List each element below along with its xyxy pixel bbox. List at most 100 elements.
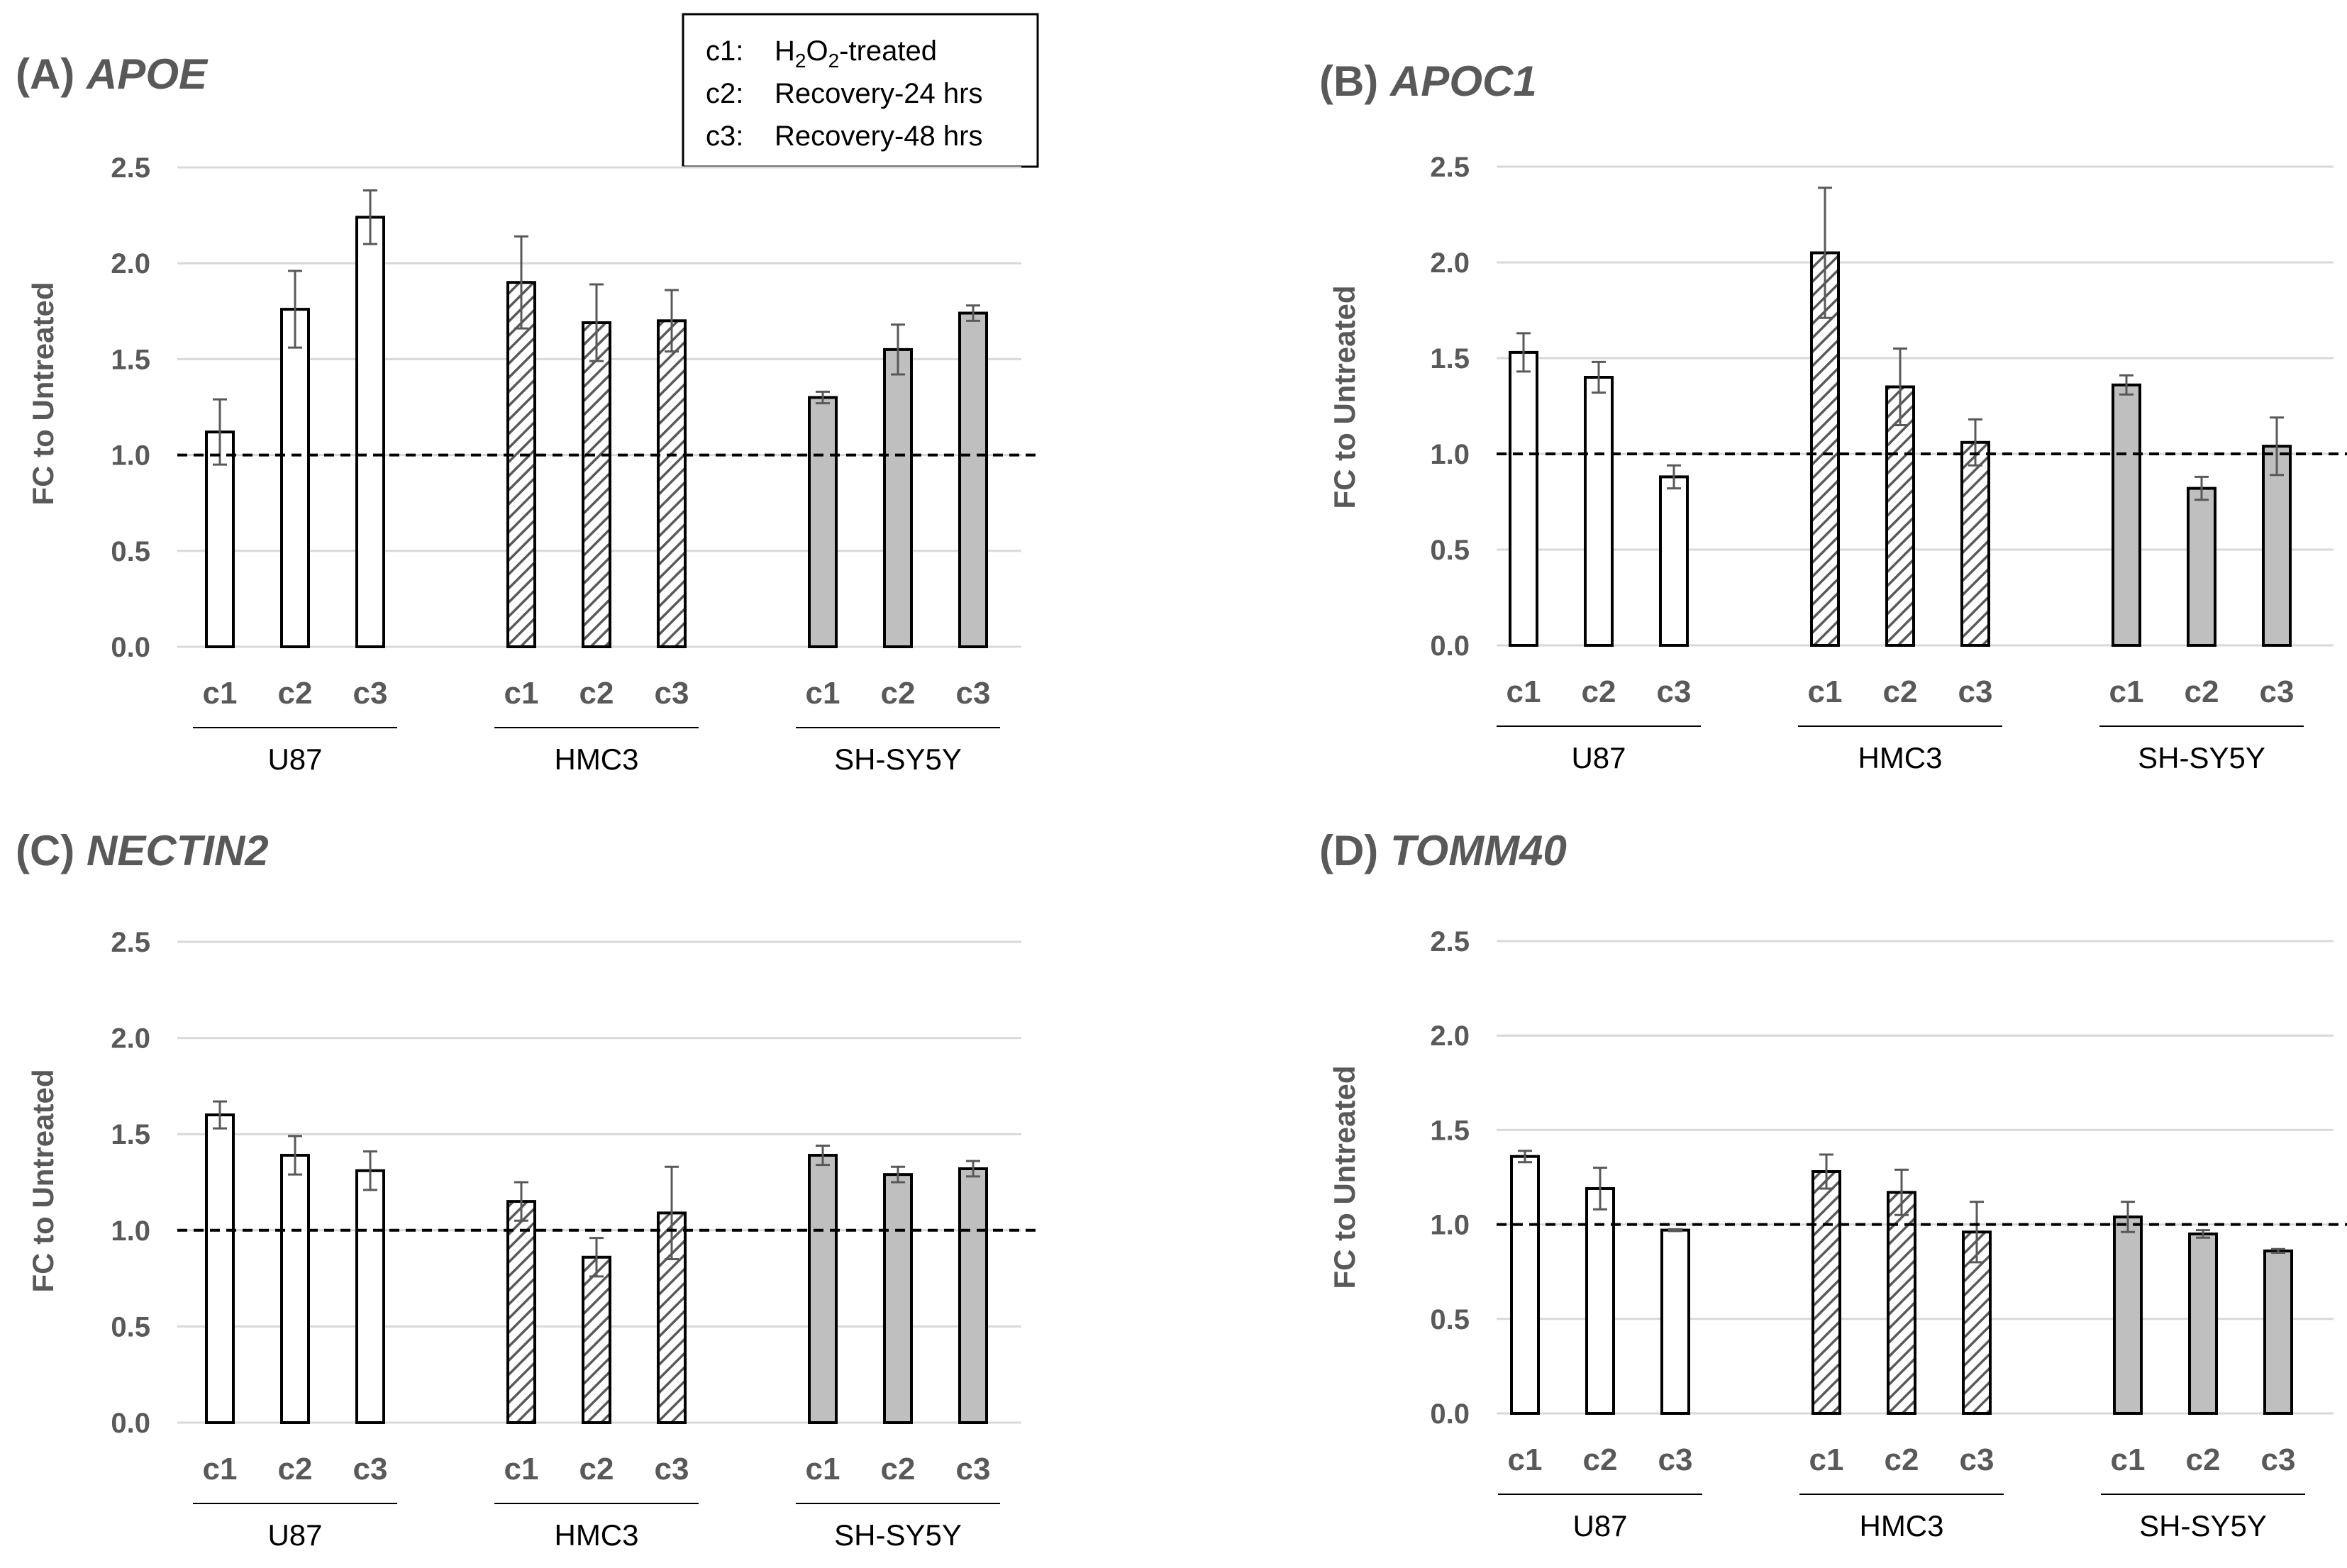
bar-hmc3-c3: [657, 319, 687, 648]
gene-name: NECTIN2: [87, 827, 269, 874]
x-category-label: c3: [956, 676, 991, 711]
y-tick-label: 2.5: [1430, 152, 1470, 183]
bar-u87-c3: [1660, 1228, 1690, 1416]
group-label: HMC3: [554, 743, 638, 776]
bar-u87-c1: [1509, 350, 1538, 647]
x-category-label: c2: [2185, 674, 2219, 709]
y-tick-label: 0.0: [1430, 630, 1470, 662]
x-category-label: c1: [2111, 1442, 2146, 1477]
x-category-label: c1: [2109, 674, 2144, 709]
x-category-label: c2: [1582, 674, 1616, 709]
x-category-label: c1: [1809, 1442, 1844, 1477]
group-label: U87: [267, 1518, 322, 1552]
bar-sh-sy5y-c3: [2262, 445, 2292, 647]
legend-box: [682, 13, 1039, 168]
x-category-label: c1: [504, 676, 539, 711]
bar-u87-c2: [280, 1154, 310, 1424]
bar-hmc3-c3: [1960, 440, 1990, 647]
panel-tomm40: (D) TOMM40 0.0 0.5 1.0 1.5 2.0 2.5 FC to Untrea…: [1319, 827, 2347, 1542]
y-tick-label: 0.0: [111, 632, 150, 663]
y-axis-label: FC to Untreated: [26, 1069, 60, 1293]
bar-sh-sy5y-c2: [2187, 486, 2216, 647]
y-tick-label: 0.5: [1430, 535, 1470, 566]
x-category-label: c2: [1883, 674, 1918, 709]
legend-code-c1: c1:: [706, 35, 743, 67]
chart-panels: (A) APOE 0.0 0.5 1.0 1.5 2.0 2.5 FC to Untreate…: [16, 50, 2347, 1552]
x-category-label: c2: [278, 1452, 313, 1486]
panel-title: (D) TOMM40: [1319, 827, 1567, 874]
bar-u87-c2: [280, 308, 310, 648]
y-tick-label: 1.5: [111, 344, 150, 375]
gene-name: APOE: [85, 50, 209, 98]
x-category-label: c2: [579, 1452, 614, 1486]
bar-sh-sy5y-c3: [2263, 1249, 2293, 1415]
bar-sh-sy5y-c1: [2112, 383, 2141, 647]
x-category-label: c3: [1658, 1442, 1693, 1477]
x-category-label: c2: [881, 676, 916, 711]
bar-sh-sy5y-c1: [2113, 1215, 2143, 1415]
bar-hmc3-c1: [506, 1200, 536, 1424]
y-tick-label: 0.5: [1430, 1304, 1470, 1335]
y-tick-label: 2.0: [111, 1023, 150, 1055]
y-axis-label: FC to Untreated: [26, 282, 60, 506]
group-label: SH-SY5Y: [834, 1518, 962, 1552]
y-tick-label: 1.5: [1430, 343, 1470, 374]
x-category-label: c3: [353, 1452, 388, 1486]
x-category-label: c1: [806, 676, 840, 711]
x-category-label: c3: [655, 1452, 689, 1486]
group-label: HMC3: [1859, 1509, 1943, 1542]
panel-apoc1: (B) APOC1 0.0 0.5 1.0 1.5 2.0 2.5 FC to Untreat…: [1319, 57, 2347, 774]
x-category-label: c3: [956, 1452, 991, 1486]
panel-apoe: (A) APOE 0.0 0.5 1.0 1.5 2.0 2.5 FC to Untreate…: [16, 50, 1037, 776]
panel-letter: (D): [1319, 827, 1390, 874]
bar-sh-sy5y-c3: [958, 311, 988, 648]
legend-label-c2: Recovery-24 hrs: [775, 78, 982, 109]
legend-code-c3: c3:: [706, 121, 743, 152]
bar-sh-sy5y-c2: [883, 347, 913, 648]
group-label: SH-SY5Y: [834, 743, 962, 776]
x-category-label: c1: [1507, 674, 1541, 709]
legend-label-c3: Recovery-48 hrs: [775, 121, 982, 152]
x-category-label: c3: [1657, 674, 1692, 709]
bar-u87-c2: [1585, 1186, 1615, 1415]
x-category-label: c1: [1508, 1442, 1543, 1477]
panel-title: (B) APOC1: [1319, 57, 1537, 105]
bar-hmc3-c2: [1887, 1191, 1916, 1415]
bar-sh-sy5y-c1: [808, 1154, 838, 1424]
x-category-label: c3: [2260, 674, 2295, 709]
legend-label-c1: H2O2-treated: [775, 35, 937, 72]
panel-letter: (B): [1319, 57, 1390, 105]
y-tick-label: 2.5: [111, 152, 150, 184]
x-category-label: c2: [881, 1452, 916, 1486]
bar-sh-sy5y-c2: [883, 1173, 913, 1424]
bar-sh-sy5y-c3: [958, 1167, 988, 1424]
x-category-label: c2: [1885, 1442, 1919, 1477]
y-tick-label: 0.0: [1430, 1399, 1470, 1430]
y-tick-label: 1.5: [1430, 1115, 1470, 1146]
x-category-label: c3: [2261, 1442, 2296, 1477]
y-tick-label: 2.5: [111, 927, 150, 958]
x-category-label: c2: [1583, 1442, 1618, 1477]
x-category-label: c3: [1960, 1442, 1994, 1477]
x-category-label: c2: [2186, 1442, 2221, 1477]
group-label: HMC3: [1858, 741, 1942, 774]
y-axis-label: FC to Untreated: [1328, 286, 1361, 509]
bar-hmc3-c1: [506, 281, 536, 648]
x-category-label: c1: [504, 1452, 539, 1486]
x-category-label: c1: [203, 676, 238, 711]
x-category-label: c1: [203, 1452, 238, 1486]
legend-code-c2: c2:: [706, 78, 743, 109]
bar-u87-c1: [205, 1113, 235, 1424]
group-label: U87: [267, 743, 322, 776]
y-tick-label: 2.0: [111, 248, 150, 279]
panel-letter: (C): [16, 827, 87, 874]
bar-hmc3-c2: [582, 1255, 611, 1424]
y-axis-label: FC to Untreated: [1328, 1066, 1361, 1289]
x-category-label: c1: [806, 1452, 840, 1486]
group-label: HMC3: [554, 1518, 638, 1552]
group-label: U87: [1571, 741, 1626, 774]
gene-name: APOC1: [1389, 57, 1537, 105]
group-label: SH-SY5Y: [2139, 1509, 2267, 1542]
bar-u87-c3: [1659, 475, 1689, 647]
